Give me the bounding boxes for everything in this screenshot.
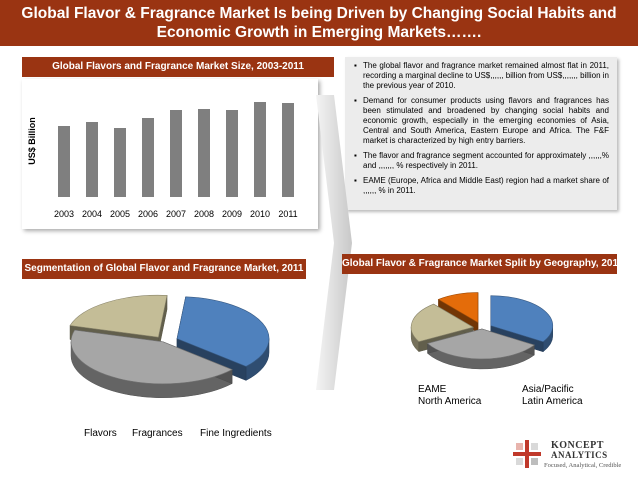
bar-chart: 2003 2004 2005 2006 2007 2008 2009 2010 2011 US$… [27,102,298,219]
bar-2007 [170,110,182,197]
slide-title: Global Flavor & Fragrance Market Is bein… [0,0,638,46]
flow-arrow [316,95,352,390]
insights-box: The global flavor and fragrance market r… [345,57,617,210]
pie-slice-asia-pacific [426,328,535,360]
legend-flavors: Flavors [84,428,117,439]
legend-north-america: North America [418,396,482,407]
insight-item: The global flavor and fragrance market r… [354,61,609,91]
bar-tick-labels: 2003 2004 2005 2006 2007 2008 2009 2010 2011 [54,209,298,219]
segmentation-pie-chart [69,294,270,399]
pie-slice-fine-ingredients [69,294,168,338]
bar-tick-label: 2008 [194,209,214,219]
insight-item: The flavor and fragrance segment account… [354,151,609,171]
logo-mark-icon [513,440,541,468]
bar-tick-label: 2011 [278,209,297,219]
bar-2011 [282,103,294,197]
pie-slice-flavors [176,296,270,367]
bar-2010 [254,102,266,197]
title-line-2: Economic Growth in Emerging Markets……. [156,24,482,41]
bar-2004 [86,122,98,197]
bar-2005 [114,128,126,197]
logo-name-line2: ANALYTICS [551,450,608,460]
bar-2006 [142,118,154,197]
bar-chart-header: Global Flavors and Fragrance Market Size… [22,57,334,77]
insight-item: EAME (Europe, Africa and Middle East) re… [354,176,609,196]
bar-tick-label: 2007 [166,209,186,219]
title-line-1: Global Flavor & Fragrance Market Is bein… [21,5,617,22]
bar-tick-label: 2009 [222,209,242,219]
legend-eame: EAME [418,384,447,395]
insights-list: The global flavor and fragrance market r… [353,61,609,196]
geography-slices [410,292,554,370]
bar-y-axis-label: US$ Billion [27,117,37,165]
pie-slice-fragrances [70,329,233,385]
legend-fragrances: Fragrances [132,428,183,439]
segmentation-header: Segmentation of Global Flavor and Fragra… [22,259,306,279]
bar-tick-label: 2003 [54,209,74,219]
bar-2003 [58,126,70,197]
legend-fine-ingredients: Fine Ingredients [200,428,272,439]
legend-asia-pacific: Asia/Pacific [522,384,574,395]
logo-tagline: Focused, Analytical, Credible [544,462,622,469]
bar-tick-label: 2005 [110,209,130,219]
pie-slice-eame [490,295,554,343]
company-logo: KONCEPT ANALYTICS Focused, Analytical, C… [513,438,635,474]
pie-slice-latin-america [437,292,479,324]
bar-2009 [226,110,238,197]
pie-slice-north-america [410,303,474,342]
insight-item: Demand for consumer products using flavo… [354,96,609,146]
legend-latin-america: Latin America [522,396,583,407]
geography-header: Global Flavor & Fragrance Market Split b… [342,254,617,274]
bar-2008 [198,109,210,197]
logo-name-line1: KONCEPT [551,440,604,451]
bar-series [58,102,294,197]
bar-tick-label: 2006 [138,209,158,219]
geography-pie-chart [410,292,554,370]
bar-tick-label: 2004 [82,209,102,219]
bar-tick-label: 2010 [250,209,270,219]
segmentation-slices [69,294,270,399]
